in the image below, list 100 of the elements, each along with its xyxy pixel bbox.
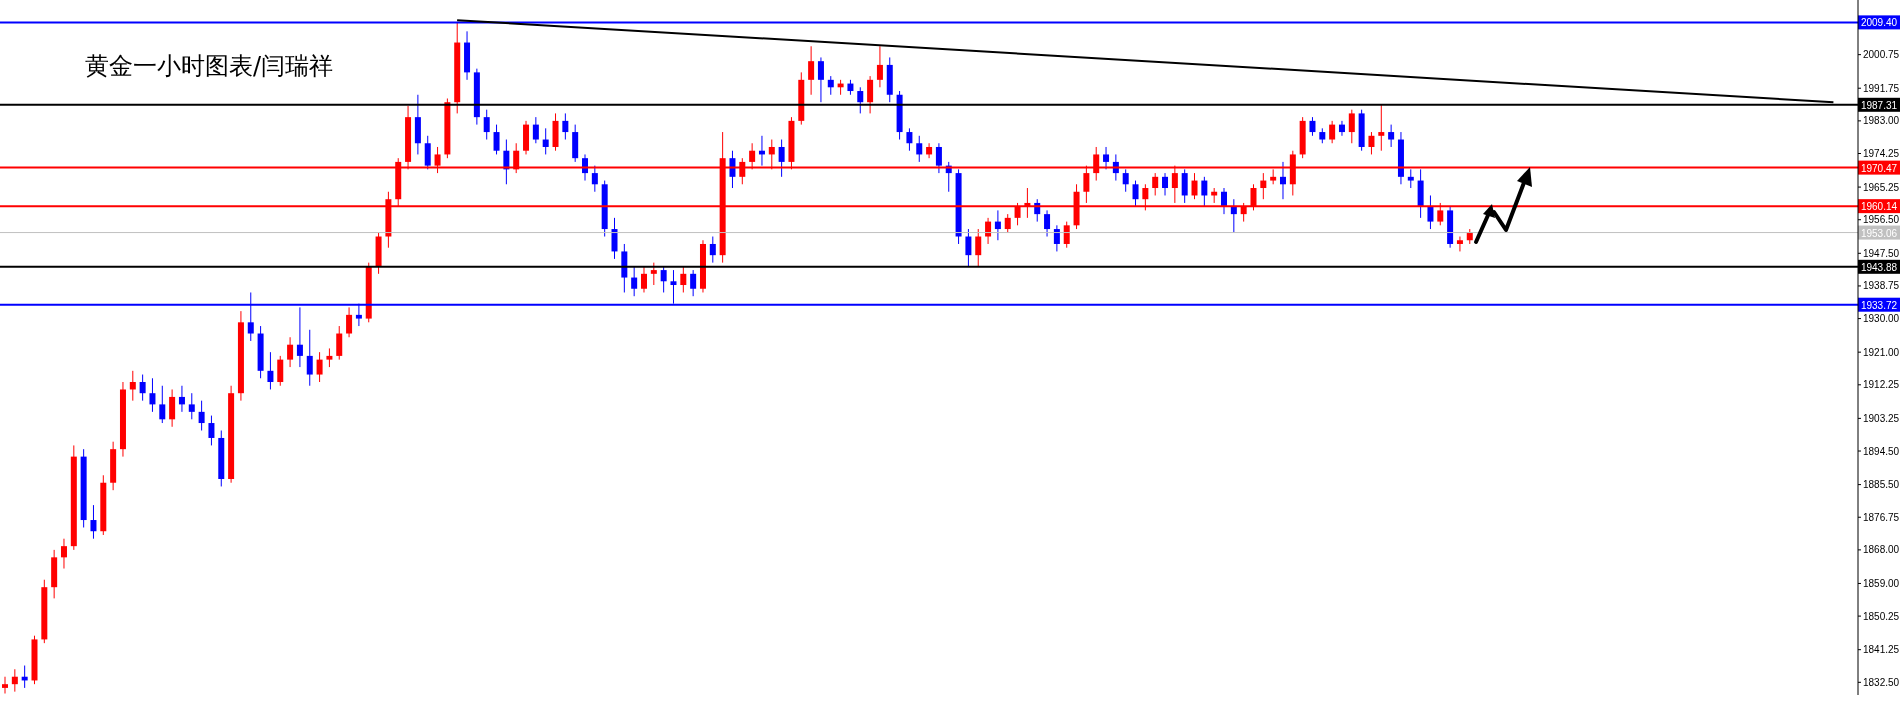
- y-tick-label: 1991.75: [1863, 82, 1900, 94]
- candlestick: [867, 75, 874, 114]
- candlestick: [817, 56, 824, 103]
- candlestick: [660, 265, 667, 293]
- candlestick: [149, 377, 156, 413]
- candlestick: [483, 109, 490, 141]
- candlestick: [729, 150, 736, 189]
- candlestick: [2, 676, 8, 695]
- y-tick-label: 1876.75: [1863, 511, 1900, 523]
- y-tick-label: 1859.00: [1863, 578, 1900, 590]
- y-tick-label: 1938.75: [1863, 280, 1900, 292]
- candlestick: [188, 392, 195, 420]
- candlestick: [424, 135, 431, 170]
- y-tick-label: 1832.50: [1863, 676, 1900, 688]
- candlestick: [1348, 109, 1355, 144]
- candlestick: [1427, 194, 1434, 230]
- candlestick: [1053, 224, 1060, 252]
- candlestick: [198, 400, 205, 431]
- candlestick: [975, 228, 982, 267]
- candlestick: [306, 329, 313, 387]
- candlestick: [935, 142, 942, 174]
- candlestick: [60, 538, 67, 570]
- candlestick: [1378, 104, 1385, 152]
- ref-line-label: 2009.40: [1860, 17, 1898, 29]
- candlestick: [1132, 180, 1139, 208]
- y-tick-label: 1868.00: [1863, 544, 1900, 556]
- candlestick: [346, 306, 353, 338]
- candlestick: [1230, 198, 1237, 234]
- candlestick: [1309, 116, 1316, 137]
- candlestick: [159, 385, 166, 424]
- y-tick-label: 1965.25: [1863, 181, 1900, 193]
- candlestick: [178, 385, 185, 413]
- candlestick: [808, 45, 815, 96]
- candlestick: [1260, 172, 1267, 200]
- y-tick-label: 1956.50: [1863, 214, 1900, 226]
- candlestick: [316, 351, 323, 383]
- candlestick: [709, 236, 716, 264]
- y-tick-label: 1885.50: [1863, 479, 1900, 491]
- candlestick: [985, 217, 992, 245]
- candlestick: [139, 374, 146, 402]
- ref-line-label: 1953.06: [1860, 227, 1898, 239]
- ref-line-label: 1987.31: [1860, 99, 1898, 111]
- candlestick: [1338, 120, 1345, 137]
- ref-line-label: 1933.72: [1860, 299, 1898, 311]
- candlestick: [1152, 172, 1159, 196]
- ref-line-label: 1943.88: [1860, 261, 1898, 273]
- candlestick: [965, 228, 972, 267]
- candlestick: [778, 139, 785, 178]
- candlestick: [208, 415, 215, 446]
- candlestick: [1004, 213, 1011, 234]
- candlestick: [591, 165, 598, 193]
- candlestick: [611, 217, 618, 260]
- y-tick-label: 2000.75: [1863, 49, 1900, 61]
- candlestick: [690, 269, 697, 297]
- candlestick: [1329, 120, 1336, 144]
- candlestick: [680, 265, 687, 293]
- candlestick: [287, 336, 294, 368]
- candlestick: [1388, 124, 1395, 148]
- candlestick: [1044, 209, 1051, 238]
- candlestick: [1407, 168, 1414, 189]
- candlestick: [650, 262, 657, 286]
- candlestick: [631, 265, 638, 297]
- candlestick: [169, 388, 176, 428]
- y-tick-label: 1983.00: [1863, 115, 1900, 127]
- candlestick: [994, 209, 1001, 241]
- candlestick: [277, 355, 284, 387]
- y-tick-label: 1921.00: [1863, 346, 1900, 358]
- candlestick: [1456, 236, 1463, 252]
- candlestick: [1181, 168, 1188, 204]
- y-tick-label: 1974.25: [1863, 148, 1900, 160]
- candlestick: [11, 668, 18, 693]
- candlestick: [1279, 161, 1286, 200]
- candlestick: [532, 116, 539, 144]
- candlestick: [1201, 176, 1208, 208]
- candlestick: [1063, 221, 1070, 249]
- candlestick: [857, 86, 864, 114]
- y-tick-label: 1903.25: [1863, 412, 1900, 424]
- candlestick: [562, 112, 569, 141]
- y-tick-label: 1912.25: [1863, 379, 1900, 391]
- candlestick: [336, 325, 343, 361]
- y-tick-label: 1894.50: [1863, 445, 1900, 457]
- ref-line-label: 1970.47: [1860, 162, 1898, 174]
- candlestick: [542, 127, 549, 155]
- y-tick-label: 1850.25: [1863, 610, 1900, 622]
- candlestick: [906, 127, 913, 152]
- candlestick: [1122, 168, 1129, 193]
- candlestick: [876, 45, 883, 88]
- candlestick: [1368, 131, 1375, 155]
- candlestick: [129, 370, 136, 402]
- text: 黄金一小时图表/闫瑞祥: [85, 51, 334, 82]
- candlestick: [1162, 172, 1169, 196]
- candlestick: [916, 135, 923, 163]
- candlestick: [641, 265, 647, 293]
- candlestick: [267, 351, 274, 390]
- y-tick-label: 1930.00: [1863, 313, 1900, 325]
- ref-line-label: 1960.14: [1860, 201, 1898, 213]
- candlestick: [326, 347, 333, 368]
- candlestick: [1191, 172, 1198, 200]
- candlestick: [827, 75, 834, 96]
- candlestick: [926, 142, 933, 159]
